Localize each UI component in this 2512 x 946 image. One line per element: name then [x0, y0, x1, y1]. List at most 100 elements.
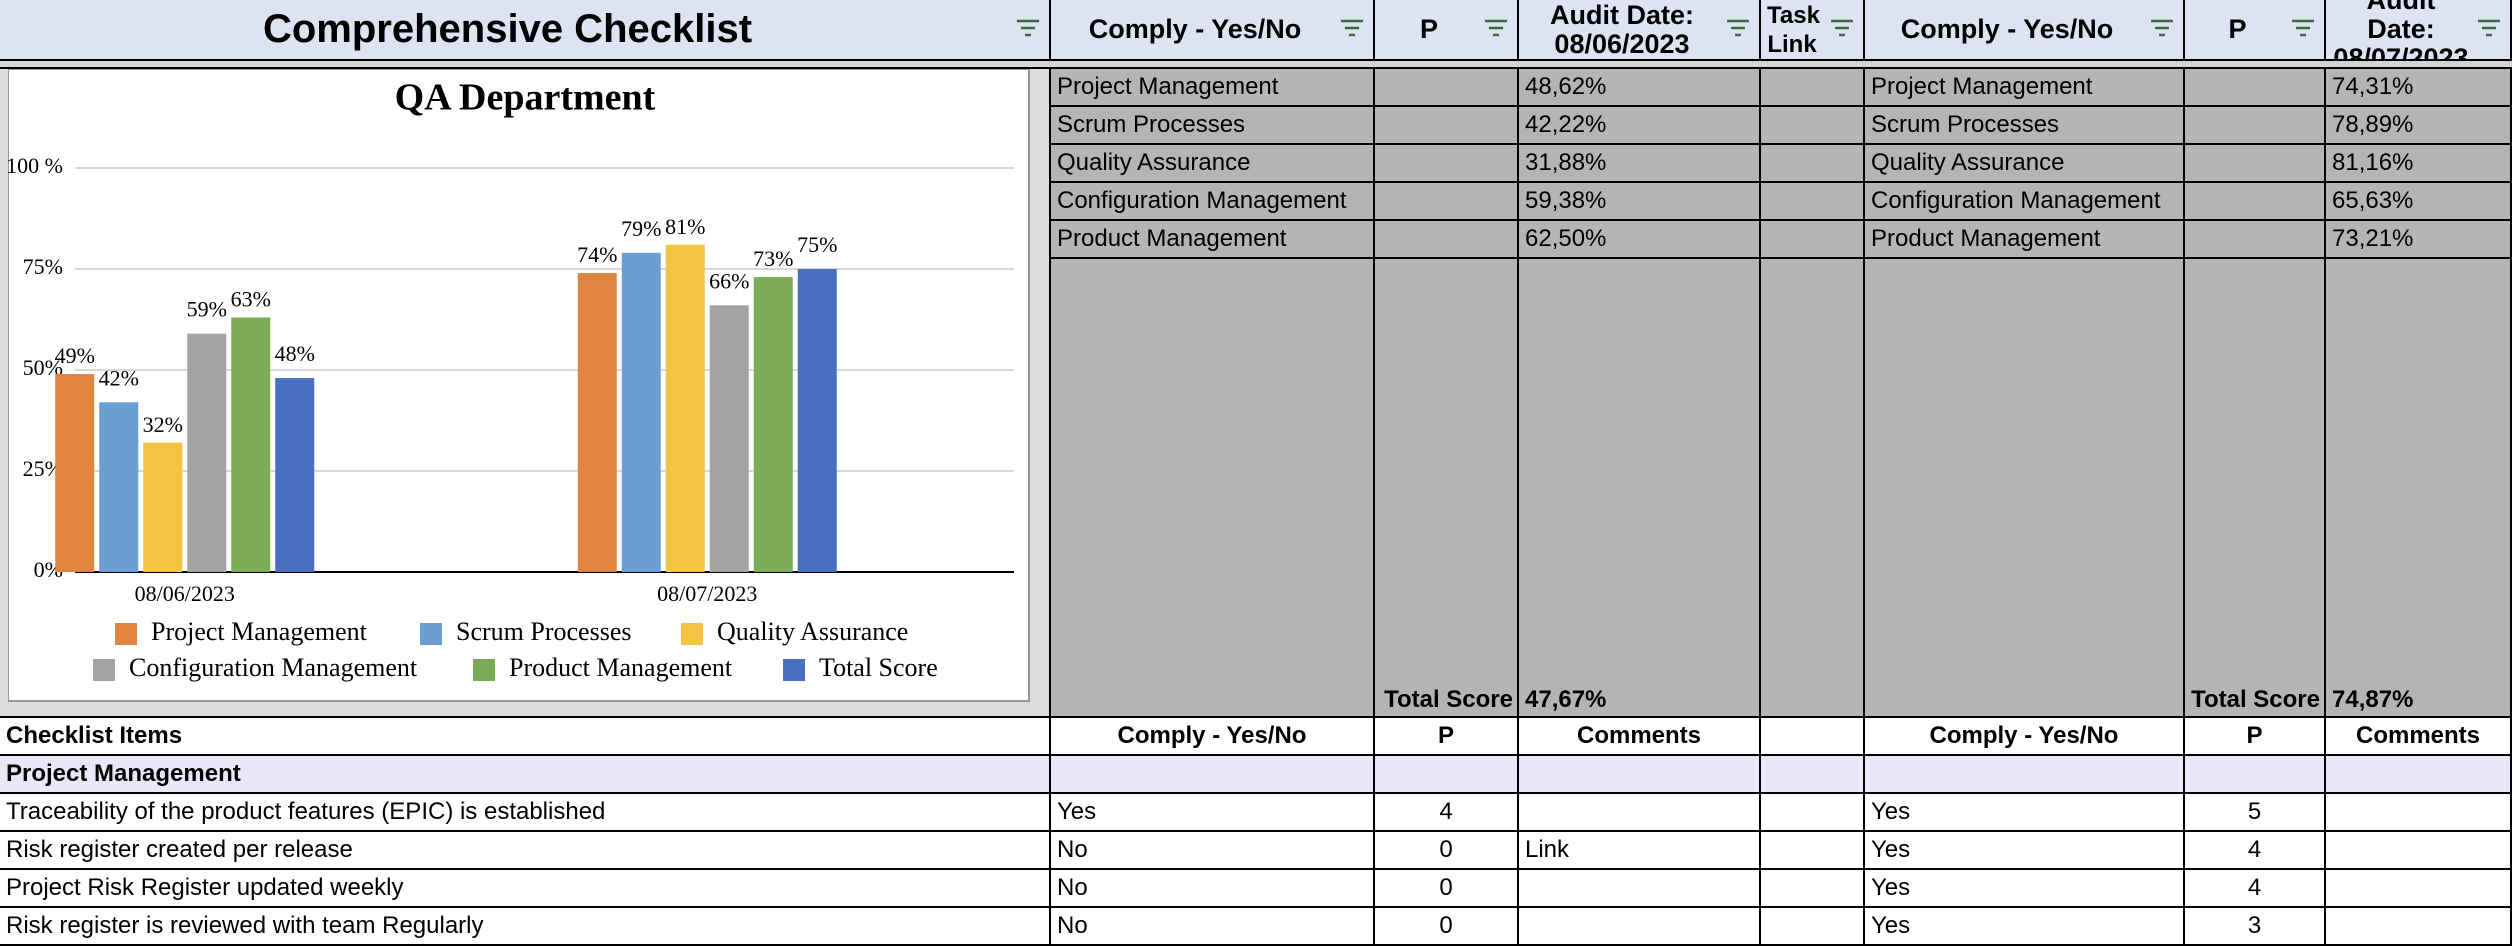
- filter-icon[interactable]: [2290, 18, 2316, 38]
- cell-text: Traceability of the product features (EP…: [6, 798, 606, 825]
- cell-text: No: [1057, 836, 1088, 863]
- summary-text: 73,21%: [2326, 221, 2512, 259]
- cell-text: No: [1057, 874, 1088, 901]
- summary-cell: [2185, 145, 2326, 183]
- filter-icon[interactable]: [1725, 18, 1751, 38]
- cell-text: Yes: [1871, 798, 1911, 825]
- table-item: Project Risk Register updated weekly: [0, 870, 1051, 908]
- sheet-title: Comprehensive Checklist: [0, 0, 1051, 61]
- value-label: 32%: [143, 412, 183, 437]
- table-item: Risk register created per release: [0, 832, 1051, 870]
- summary-text: Product Management: [1865, 221, 2185, 259]
- table-header: P: [2185, 718, 2326, 756]
- bar: [753, 277, 793, 572]
- cell-text: 5: [2247, 798, 2262, 825]
- table-cell: [1761, 870, 1865, 908]
- cell-text: Quality Assurance: [1057, 149, 1251, 176]
- x-tick-label: 08/07/2023: [657, 581, 757, 606]
- summary-text: Quality Assurance: [1051, 145, 1375, 183]
- table-comply2: Yes: [1865, 794, 2185, 832]
- column-header: Comply - Yes/No: [1051, 0, 1375, 61]
- filter-icon[interactable]: [1339, 18, 1365, 38]
- cell-text: Risk register created per release: [6, 836, 353, 863]
- legend-swatch: [420, 623, 442, 645]
- summary-text: Project Management: [1051, 69, 1375, 107]
- cell-text: 0: [1439, 912, 1453, 939]
- total-score: 47,67%: [1519, 684, 1761, 718]
- table-cell: [2326, 794, 2512, 832]
- cell-text: P: [1419, 14, 1438, 44]
- value-label: 75%: [797, 232, 837, 257]
- table-comments1: Link: [1519, 832, 1761, 870]
- value-label: 66%: [709, 268, 749, 293]
- bar: [231, 317, 271, 572]
- table-comply1: No: [1051, 908, 1375, 946]
- cell-text: Project Management: [6, 760, 241, 787]
- summary-text: Configuration Management: [1865, 183, 2185, 221]
- cell-text: 4: [1439, 798, 1453, 825]
- table-cell: [1761, 794, 1865, 832]
- filter-icon[interactable]: [1483, 18, 1509, 38]
- cell-text: Yes: [1057, 798, 1097, 825]
- column-header: Task Link: [1761, 0, 1865, 61]
- legend-swatch: [473, 659, 495, 681]
- table-cell: [1761, 832, 1865, 870]
- cell-text: Configuration Management: [1057, 187, 1347, 214]
- section-cell: [1375, 756, 1519, 794]
- table-cell: [2326, 870, 2512, 908]
- separator: [0, 61, 2512, 69]
- cell-text: Project Risk Register updated weekly: [6, 874, 404, 901]
- summary-cell: [1375, 107, 1519, 145]
- filter-icon[interactable]: [1015, 18, 1041, 38]
- bar: [99, 402, 139, 572]
- summary-cell: [1761, 145, 1865, 183]
- column-header: Audit Date: 08/07/2023: [2326, 0, 2512, 61]
- filter-icon[interactable]: [2476, 18, 2502, 38]
- table-header: Comply - Yes/No: [1051, 718, 1375, 756]
- y-tick-label: 100 %: [8, 153, 63, 178]
- summary-cell: [2326, 107, 2512, 145]
- cell-text: Project Management: [1057, 73, 1279, 100]
- legend-label: Total Score: [819, 653, 938, 682]
- table-p2: 5: [2185, 794, 2326, 832]
- cell-text: 74,87%: [2332, 686, 2414, 713]
- summary-cell: [1761, 107, 1865, 145]
- bar: [143, 442, 183, 572]
- column-header: P: [2185, 0, 2326, 61]
- summary-text: 74,31%: [2326, 69, 2512, 107]
- filter-icon[interactable]: [2149, 18, 2175, 38]
- cell-text: Audit Date: 08/06/2023: [1550, 0, 1694, 59]
- summary-text: 81,16%: [2326, 145, 2512, 183]
- cell-text: Comply - Yes/No: [1088, 14, 1302, 44]
- summary-text: 65,63%: [2326, 183, 2512, 221]
- total-score: 74,87%: [2326, 684, 2512, 718]
- summary-text: 42,22%: [1519, 107, 1761, 145]
- table-header: Checklist Items: [0, 718, 1051, 756]
- table-p1: 0: [1375, 908, 1519, 946]
- filter-icon[interactable]: [1829, 18, 1855, 38]
- cell-text: Configuration Management: [1871, 187, 2161, 214]
- summary-cell: [2185, 183, 2326, 221]
- table-comply1: No: [1051, 870, 1375, 908]
- table-cell: [2326, 908, 2512, 946]
- bar: [187, 333, 227, 572]
- summary-cell: [1375, 69, 1519, 107]
- summary-text: Scrum Processes: [1865, 107, 2185, 145]
- value-label: 81%: [665, 214, 705, 239]
- summary-cell: [2185, 69, 2326, 107]
- cell-text: 47,67%: [1525, 686, 1607, 713]
- cell-text: 0: [1439, 836, 1453, 863]
- chart-frame: [8, 69, 1030, 702]
- column-header: P: [1375, 0, 1519, 61]
- cell-text: 48,62%: [1525, 73, 1607, 100]
- summary-text: 59,38%: [1519, 183, 1761, 221]
- summary-cell: [1865, 221, 2185, 259]
- bar: [577, 273, 617, 572]
- cell-text: No: [1057, 912, 1088, 939]
- table-p2: 4: [2185, 832, 2326, 870]
- y-tick-label: 75%: [23, 254, 63, 279]
- section-cell: [1865, 756, 2185, 794]
- value-label: 42%: [99, 365, 139, 390]
- bar: [797, 269, 837, 572]
